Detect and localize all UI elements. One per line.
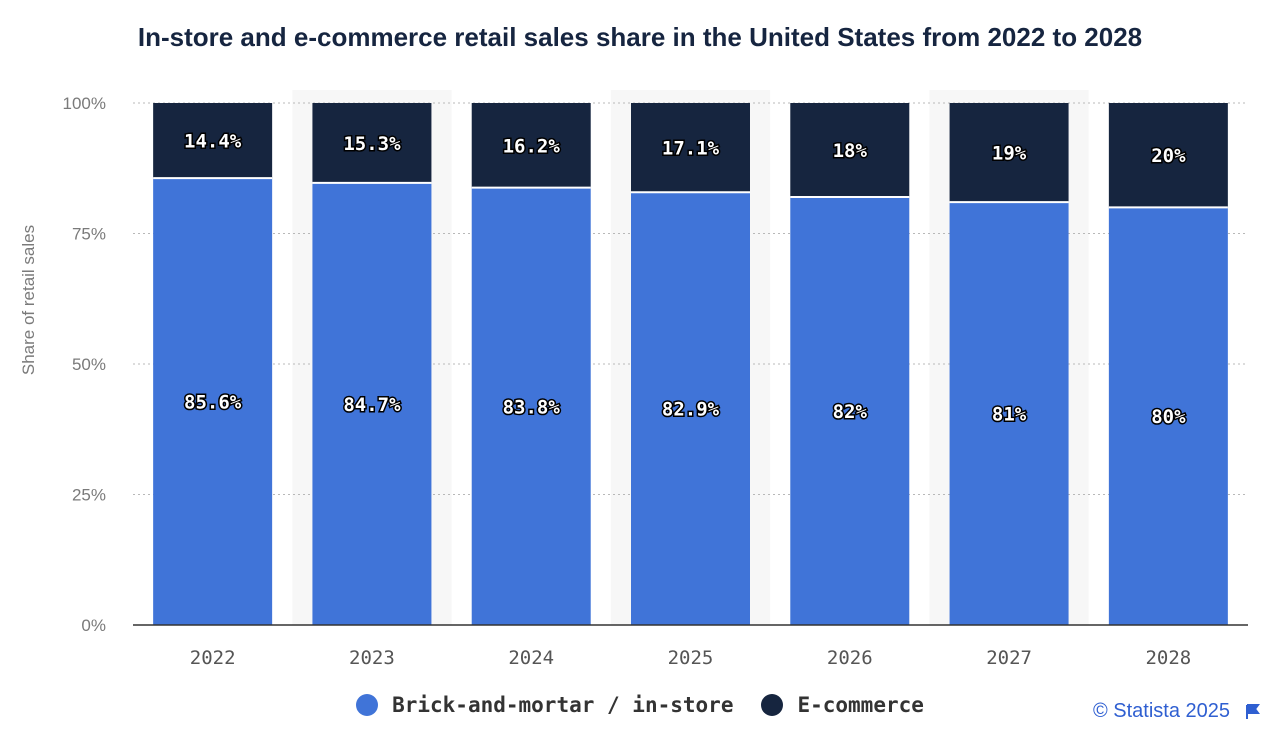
flag-icon[interactable] <box>1246 704 1260 720</box>
bar-in-store[interactable] <box>949 202 1069 625</box>
data-label-in-store: 82.9% <box>662 399 720 421</box>
x-tick-labels: 2022 2023 2024 2025 2026 2027 2028 <box>190 647 1191 669</box>
x-tick-label: 2022 <box>190 647 236 669</box>
bar-ecommerce[interactable] <box>790 103 910 197</box>
data-labels: 85.6% 14.4% 84.7% 15.3% 83.8% 16.2% 82.9% 17.1%… <box>183 129 1188 430</box>
legend-dot-ecommerce <box>761 694 784 716</box>
legend-item-ecommerce[interactable]: E-commerce <box>761 693 924 717</box>
data-label-ecommerce: 18% <box>833 140 868 162</box>
bar-ecommerce[interactable] <box>949 103 1069 203</box>
bar-in-store[interactable] <box>790 196 910 625</box>
data-label-in-store: 82% <box>833 401 868 423</box>
bar-ecommerce[interactable] <box>312 103 432 183</box>
data-label-ecommerce: 15.3% <box>343 133 401 155</box>
bar-in-store[interactable] <box>153 178 273 625</box>
legend-label-ecommerce: E-commerce <box>797 693 924 717</box>
y-tick-labels: 0% 25% 50% 75% 100% <box>63 94 106 635</box>
bars <box>153 103 1228 625</box>
legend-item-in-store[interactable]: Brick-and-mortar / in-store <box>356 693 733 717</box>
y-axis-label: Share of retail sales <box>19 225 38 375</box>
bar-ecommerce[interactable] <box>631 103 750 193</box>
y-tick-label: 50% <box>72 355 106 374</box>
bar-in-store[interactable] <box>312 182 432 625</box>
x-tick-label: 2028 <box>1145 647 1191 669</box>
data-label-in-store: 83.8% <box>503 396 561 418</box>
bar-in-store[interactable] <box>471 187 591 625</box>
data-label-ecommerce: 19% <box>992 143 1027 165</box>
y-tick-label: 75% <box>72 225 106 244</box>
bar-in-store[interactable] <box>631 192 750 625</box>
legend: Brick-and-mortar / in-store E-commerce <box>0 693 1280 717</box>
data-label-ecommerce: 14.4% <box>184 131 242 153</box>
data-label-ecommerce: 20% <box>1151 145 1186 167</box>
data-label-in-store: 84.7% <box>343 394 401 416</box>
bar-ecommerce[interactable] <box>153 103 273 179</box>
y-tick-label: 25% <box>72 486 106 505</box>
x-tick-label: 2025 <box>668 647 714 669</box>
x-tick-label: 2024 <box>508 647 554 669</box>
data-label-ecommerce: 16.2% <box>503 135 561 157</box>
data-label-ecommerce: 17.1% <box>662 138 720 160</box>
bar-in-store[interactable] <box>1108 207 1228 625</box>
data-label-in-store: 80% <box>1151 406 1186 428</box>
chart-title: In-store and e-commerce retail sales sha… <box>137 22 1143 52</box>
data-label-in-store: 85.6% <box>184 392 242 414</box>
legend-label-in-store: Brick-and-mortar / in-store <box>392 693 734 717</box>
x-tick-label: 2027 <box>986 647 1032 669</box>
bar-ecommerce[interactable] <box>471 103 591 188</box>
legend-dot-in-store <box>356 694 379 716</box>
x-tick-label: 2026 <box>827 647 873 669</box>
bar-ecommerce[interactable] <box>1108 103 1228 208</box>
statista-credit-link[interactable]: © Statista 2025 <box>1092 700 1230 722</box>
data-label-in-store: 81% <box>992 404 1027 426</box>
y-tick-label: 100% <box>63 94 106 113</box>
x-tick-label: 2023 <box>349 647 395 669</box>
y-tick-label: 0% <box>81 616 106 635</box>
